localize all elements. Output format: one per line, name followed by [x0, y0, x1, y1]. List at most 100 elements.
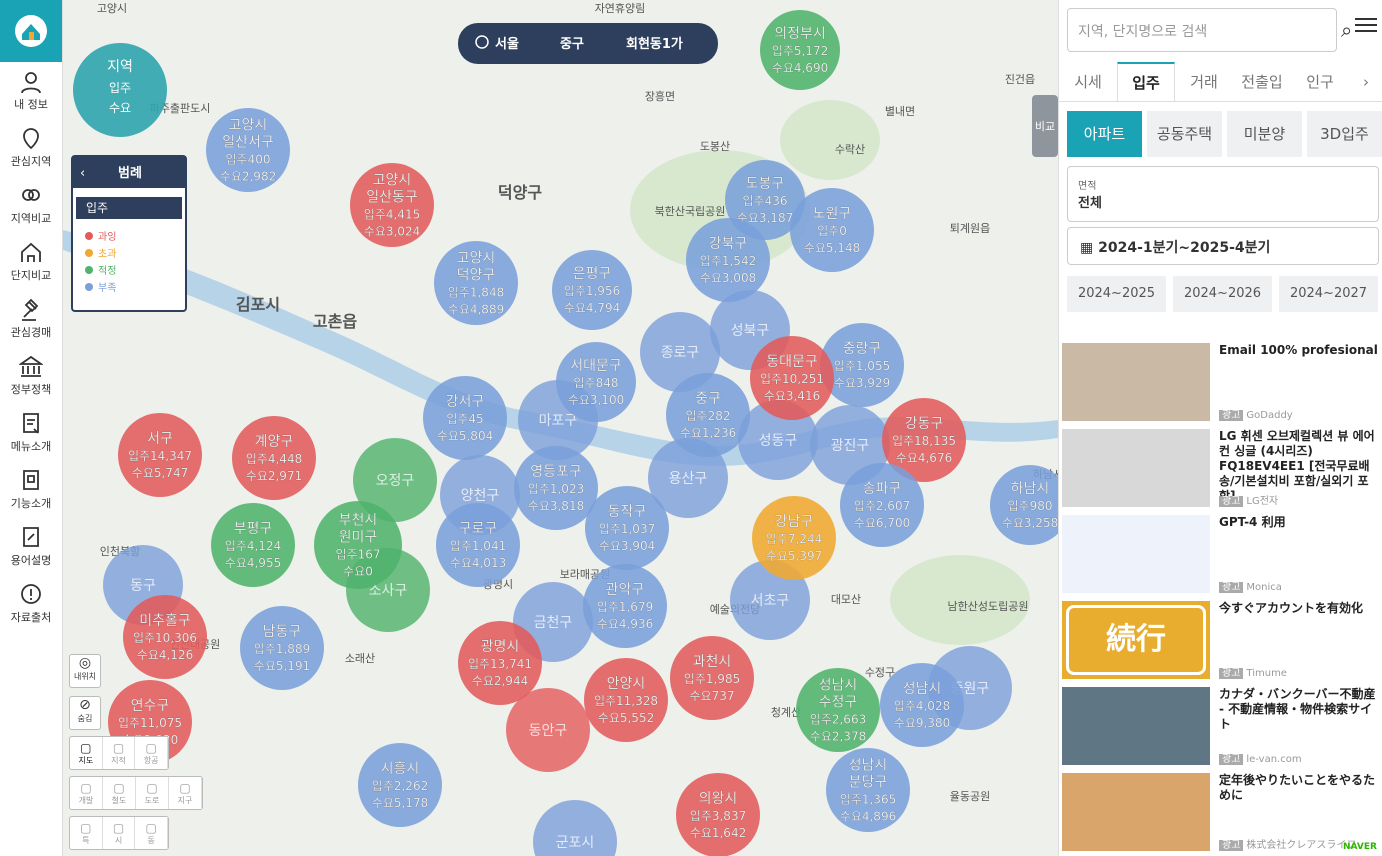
- loc-city[interactable]: 서울: [495, 36, 519, 52]
- locate-btn[interactable]: ◎ 내위치: [69, 654, 101, 688]
- legend-back[interactable]: ‹: [80, 166, 85, 181]
- ad-badge: 광고: [1219, 754, 1244, 765]
- bubble-supply: 입주10,306: [133, 631, 197, 645]
- bubble-name: 고양시: [229, 118, 268, 134]
- control-btn[interactable]: ▢ 동: [135, 817, 169, 849]
- control-btn[interactable]: ▢ 시: [103, 817, 136, 849]
- region-bubble: 오정구: [353, 438, 437, 522]
- bubble-name: 강남구: [775, 514, 814, 530]
- hide-btn[interactable]: ⊘ 숨김: [69, 696, 101, 730]
- tab[interactable]: 거래: [1190, 73, 1218, 91]
- area-select[interactable]: 면적 전체: [1067, 166, 1379, 222]
- search-icon[interactable]: ⌕: [1341, 18, 1353, 42]
- type-button[interactable]: 3D입주: [1307, 111, 1382, 157]
- bubble-circle: [514, 446, 598, 530]
- nav-item[interactable]: 내 정보: [0, 62, 62, 119]
- legend-select[interactable]: [76, 197, 182, 219]
- type-button[interactable]: 공동주택: [1147, 111, 1222, 157]
- place-label: 남한산성도립공원: [948, 600, 1029, 613]
- bubble-name: 시흥시: [381, 761, 420, 777]
- compare-tab[interactable]: [1032, 95, 1058, 157]
- ad-image-text: 続行: [1066, 605, 1206, 675]
- bubble-name: 관악구: [606, 582, 645, 598]
- ad[interactable]: 定年後やりたいことをやるために 광고 株式会社クレアスライフ: [1062, 773, 1382, 853]
- tab[interactable]: 전출입: [1241, 73, 1283, 91]
- bubble-circle: [314, 501, 402, 589]
- ad-image: [1062, 343, 1210, 421]
- nav-item[interactable]: 용어설명: [0, 518, 62, 575]
- nav-item[interactable]: 단지비교: [0, 233, 62, 290]
- control-label: 지적: [111, 756, 126, 765]
- ad-badge: 광고: [1219, 668, 1244, 679]
- control-btn[interactable]: ▢ 항공: [135, 737, 169, 769]
- control-btn[interactable]: ▢ 지적: [103, 737, 136, 769]
- type-button[interactable]: 아파트: [1067, 111, 1142, 157]
- nav-item[interactable]: 지역비교: [0, 176, 62, 233]
- control-btn[interactable]: ▢ 특: [70, 817, 103, 849]
- type-button[interactable]: 미분양: [1227, 111, 1302, 157]
- nav-item[interactable]: 메뉴소개: [0, 404, 62, 461]
- bubble-demand: 수요2,378: [810, 730, 866, 744]
- place-label: 소래산: [345, 652, 375, 665]
- range-button[interactable]: 2024~2026: [1173, 276, 1272, 312]
- range-button[interactable]: 2024~2025: [1067, 276, 1166, 312]
- bubble-demand: 수요4,126: [137, 648, 193, 662]
- logo[interactable]: [0, 0, 62, 62]
- bubble-circle: [738, 400, 818, 480]
- nav-item[interactable]: 정부정책: [0, 347, 62, 404]
- loc-district[interactable]: 중구: [560, 37, 584, 52]
- bubble-name: 고양시: [373, 173, 412, 189]
- control-btn[interactable]: ▢ 도로: [136, 777, 169, 809]
- nav-label: 용어설명: [10, 554, 52, 567]
- menu-icon[interactable]: [1355, 14, 1377, 36]
- map[interactable]: 김포시덕양구고촌읍광명시예술의전당대모산남한산성도립공원진건읍퇴계원읍별내면장흥…: [0, 0, 1058, 856]
- tab-next[interactable]: ›: [1363, 73, 1369, 91]
- location-pill[interactable]: [458, 23, 718, 64]
- place-label: 별내면: [885, 105, 915, 118]
- ad[interactable]: Email 100% profesional 광고 GoDaddy: [1062, 343, 1382, 423]
- ad[interactable]: GPT-4 利用 광고 Monica: [1062, 515, 1382, 595]
- bubble-supply: 입주400: [226, 153, 271, 167]
- tab[interactable]: 시세: [1074, 73, 1102, 91]
- bubble-circle: [350, 163, 434, 247]
- control-btn[interactable]: ▢ 개발: [70, 777, 103, 809]
- bubble-name: 송파구: [863, 481, 902, 497]
- bubble-circle: [556, 342, 636, 422]
- compare-text[interactable]: 비교: [1035, 120, 1055, 133]
- bubble-name: 성남시: [849, 758, 888, 774]
- bubble-name: 고양시: [457, 251, 496, 267]
- nav-item[interactable]: 관심경매: [0, 290, 62, 347]
- bubble-demand: 수요1,236: [680, 426, 736, 440]
- tab[interactable]: 인구: [1306, 73, 1334, 91]
- nav-item[interactable]: 기능소개: [0, 461, 62, 518]
- ad-badge: 광고: [1219, 496, 1244, 507]
- type-buttons: 아파트 공동주택 미분양 3D입주: [1067, 111, 1382, 157]
- bubble-supply: 입주4,028: [894, 699, 950, 713]
- nav-item[interactable]: 자료출처: [0, 575, 62, 632]
- control-label: 시: [114, 836, 123, 845]
- ad-source-name: GoDaddy: [1246, 410, 1293, 421]
- control-btn[interactable]: ▢ 지구: [169, 777, 202, 809]
- legend-select-text[interactable]: 입주: [86, 201, 108, 215]
- nav-item[interactable]: 관심지역: [0, 119, 62, 176]
- control-btn[interactable]: ▢ 지도: [70, 737, 103, 769]
- range-button[interactable]: 2024~2027: [1279, 276, 1378, 312]
- bubble-circle: [730, 560, 810, 640]
- ad[interactable]: LG 휘센 오브제컬렉션 뷰 에어컨 싱글 (4시리즈) FQ18EV4EE1 …: [1062, 429, 1382, 509]
- ad[interactable]: カナダ・バンクーバー不動産 - 不動産情報・物件検索サイト 광고 le-van.co…: [1062, 687, 1382, 767]
- bubble-circle: [552, 250, 632, 330]
- control-btn[interactable]: ▢ 철도: [103, 777, 136, 809]
- loc-dong[interactable]: 회현동1가: [626, 36, 683, 52]
- period-select[interactable]: ▦ 2024-1분기~2025-4분기: [1067, 227, 1379, 265]
- ad[interactable]: 続行 今すぐアカウントを有効化 광고 Timume: [1062, 601, 1382, 681]
- search-box[interactable]: 지역, 단지명으로 검색: [1067, 8, 1337, 52]
- hide-text: 숨김: [77, 714, 93, 723]
- tab[interactable]: 입주: [1117, 62, 1175, 101]
